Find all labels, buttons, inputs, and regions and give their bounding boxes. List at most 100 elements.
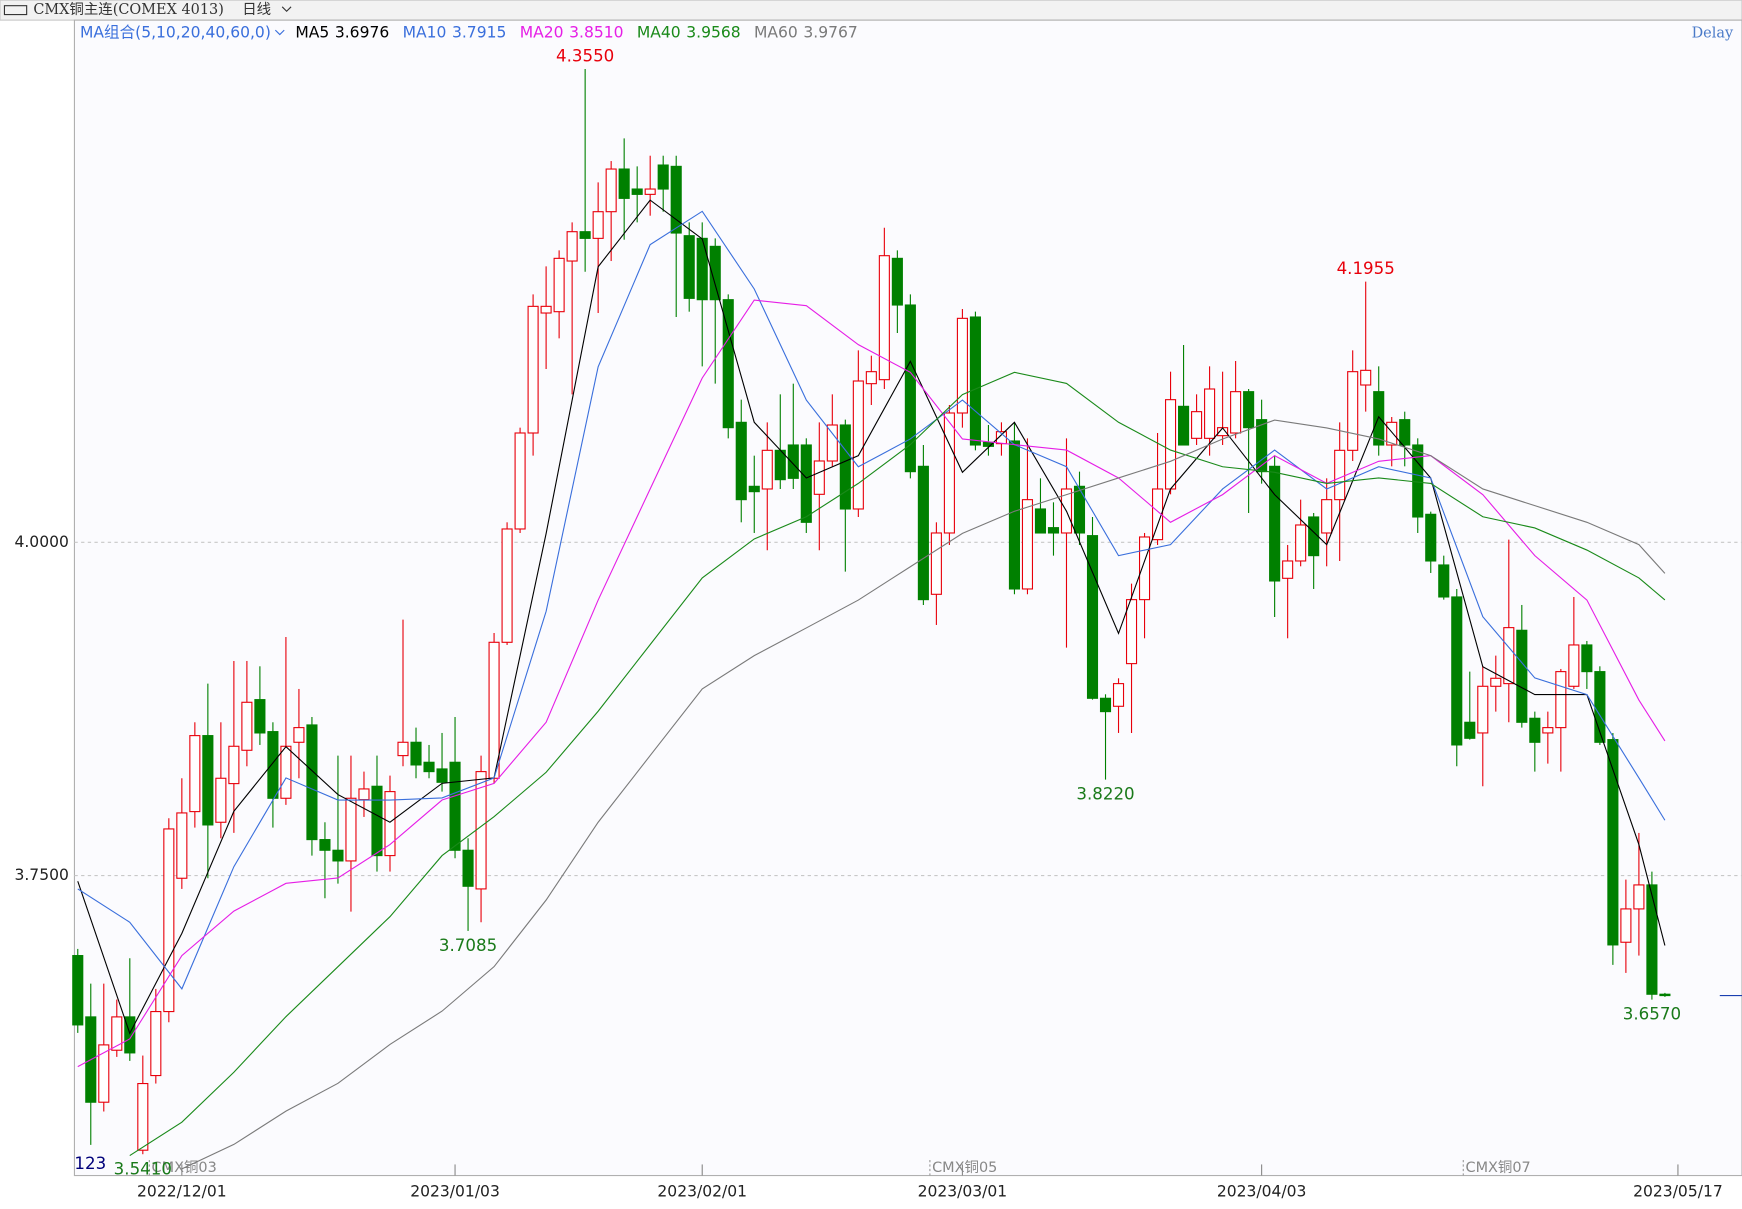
candle-body	[592, 211, 604, 239]
candle-body	[800, 444, 812, 523]
candle-body	[1555, 671, 1567, 729]
candle-body	[1568, 644, 1580, 687]
candle-body	[1282, 560, 1294, 579]
candle-body	[1125, 599, 1138, 665]
candle-body	[254, 699, 266, 734]
period-chevron[interactable]	[281, 6, 292, 13]
candle-body	[904, 304, 916, 473]
candle-body	[709, 245, 721, 301]
candle-body	[618, 168, 630, 199]
ma-line	[129, 371, 1666, 1157]
candle-body	[1321, 499, 1333, 534]
candle-body	[774, 449, 786, 481]
candle-body	[1425, 513, 1437, 562]
candle-body	[540, 305, 552, 314]
candle-body	[1542, 727, 1554, 734]
legend: MA组合(5,10,20,40,60,0) MA5 3.6976 MA10 3.7915…	[80, 23, 858, 41]
candle-body	[1516, 629, 1528, 723]
candle-body	[891, 257, 903, 306]
candle-body	[1412, 444, 1424, 518]
candle-body	[410, 741, 422, 766]
candle-body	[722, 299, 734, 429]
candle-body	[930, 532, 942, 595]
candle-body	[696, 237, 708, 301]
period-selector[interactable]: 日线	[242, 1, 271, 18]
candle-body	[72, 955, 84, 1026]
corner-label: 123	[74, 1154, 106, 1173]
candle-body	[228, 745, 240, 785]
x-tick-label: 2023/05/17	[1633, 1183, 1723, 1201]
header-title: CMX铜主连(COMEX 4013)	[33, 1, 224, 18]
candle-body	[1086, 535, 1099, 699]
candle-body	[1308, 516, 1320, 557]
candle-body	[1151, 488, 1164, 541]
candle-body	[1360, 369, 1372, 386]
candle-body	[527, 305, 539, 434]
ma-line	[77, 299, 1666, 1068]
candle-body	[943, 412, 955, 534]
low-annotation: 3.6570	[1623, 1005, 1681, 1024]
candle-body	[1529, 717, 1541, 743]
candle-body	[1295, 524, 1307, 562]
candle-body	[1178, 405, 1190, 446]
candle-body	[1047, 527, 1060, 534]
candle-body	[631, 188, 643, 195]
candle-body	[332, 849, 344, 862]
candle-body	[683, 235, 695, 299]
y-tick-label: 3.7500	[14, 866, 68, 884]
legend-name: MA60	[754, 23, 798, 41]
candle-body	[956, 317, 968, 414]
candle-body	[1138, 536, 1151, 601]
candle-body	[1438, 564, 1450, 598]
candle-body	[319, 839, 331, 851]
contract-label: CMX铜07	[1465, 1159, 1530, 1176]
candle-body	[306, 724, 318, 841]
high-annotation: 4.1955	[1337, 259, 1395, 278]
candle-body	[1607, 739, 1619, 946]
candle-body	[826, 424, 838, 462]
candle-body	[670, 165, 682, 234]
legend-value: 3.9767	[803, 23, 857, 41]
legend-name: MA20	[520, 23, 564, 41]
candle-body	[1581, 644, 1593, 673]
candle-body	[644, 188, 656, 195]
candle-body	[566, 231, 578, 262]
low-annotation: 3.5410	[114, 1159, 172, 1178]
candle-body	[1073, 485, 1086, 534]
candle-body	[345, 797, 357, 862]
legend-value: 3.9568	[686, 23, 740, 41]
x-tick-label: 2023/01/03	[410, 1183, 500, 1201]
legend-name: MA10	[403, 23, 447, 41]
plot-area	[73, 19, 1742, 1177]
candle-body	[1256, 419, 1268, 473]
candle-body	[917, 465, 929, 601]
ma-group-chevron[interactable]	[274, 29, 285, 36]
candle-body	[384, 791, 396, 857]
candle-body	[1021, 499, 1034, 590]
x-tick-label: 2023/02/01	[657, 1183, 747, 1201]
candle-body	[657, 164, 669, 190]
candle-body	[1633, 884, 1645, 910]
candle-body	[878, 255, 890, 381]
candle-body	[605, 168, 617, 213]
candle-body	[553, 257, 565, 313]
candle-body	[98, 1044, 110, 1103]
low-annotation: 3.8220	[1076, 785, 1134, 804]
legend-value: 3.7915	[452, 23, 506, 41]
candle-body	[1620, 908, 1632, 943]
candle-body	[852, 380, 864, 510]
candle-body	[215, 777, 227, 823]
candle-body	[1269, 465, 1281, 582]
candle-body	[189, 735, 201, 813]
candle-body	[1386, 421, 1398, 446]
ma-group-label[interactable]: MA组合(5,10,20,40,60,0)	[80, 23, 271, 41]
candle-body	[865, 371, 877, 385]
legend-value: 3.8510	[569, 23, 623, 41]
candle-body	[1399, 419, 1411, 446]
candle-body	[1659, 993, 1671, 997]
candle-body	[1099, 697, 1112, 713]
candle-body	[1451, 596, 1463, 746]
candle-body	[280, 745, 292, 799]
contract-label: CMX铜05	[932, 1159, 997, 1176]
